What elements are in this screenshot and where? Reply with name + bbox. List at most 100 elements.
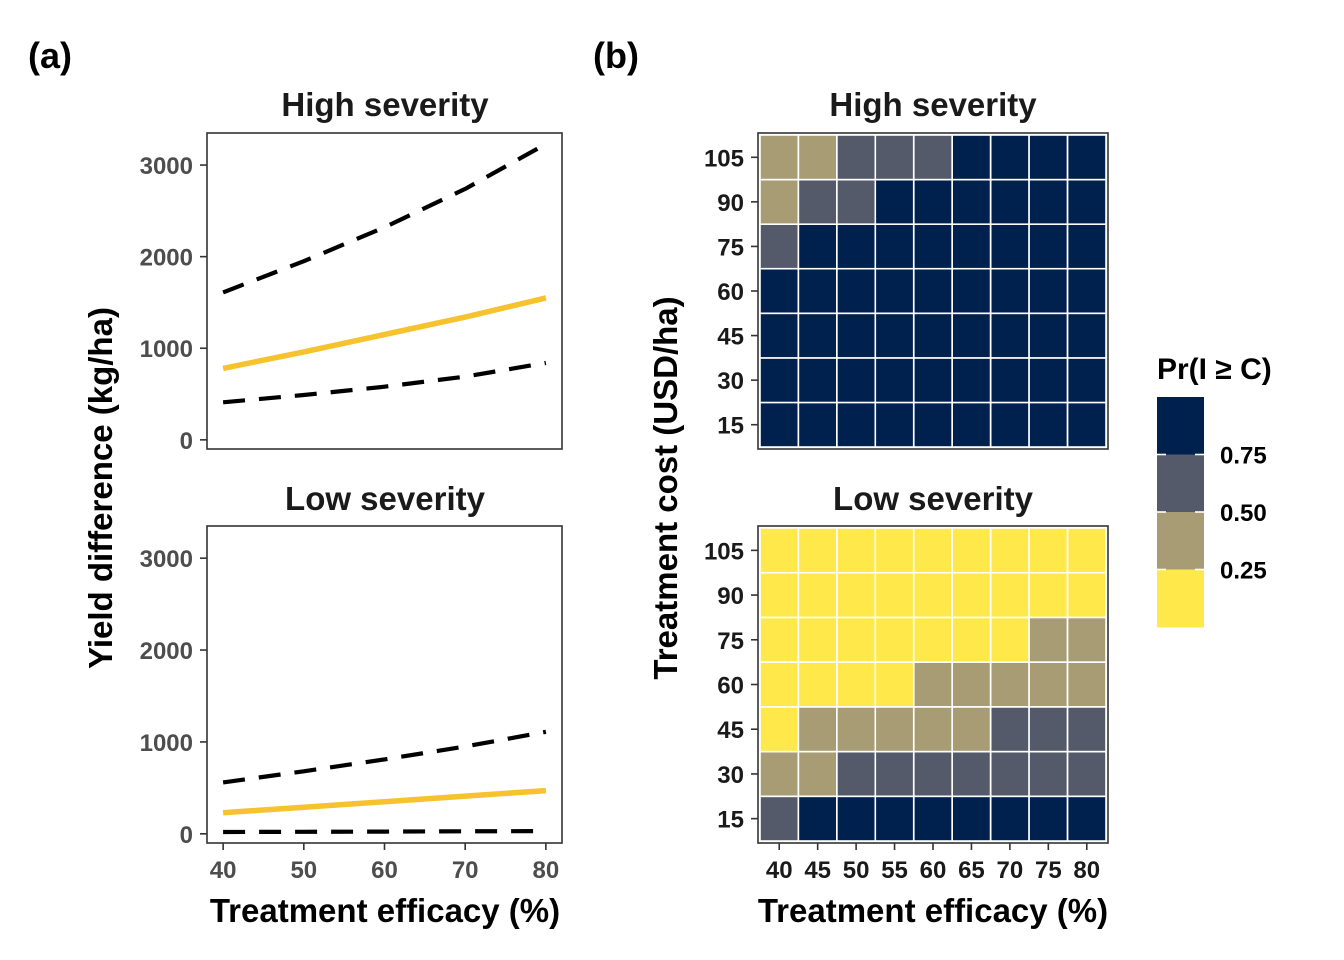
heatmap-tile xyxy=(1066,527,1107,574)
x-tick-label: 50 xyxy=(843,857,870,884)
y-tick-label: 3000 xyxy=(140,153,193,180)
x-tick-label: 75 xyxy=(1035,857,1062,884)
heatmap-tile xyxy=(1028,178,1069,226)
heatmap-tile xyxy=(836,312,877,359)
heatmap-tile xyxy=(1028,357,1069,404)
y-tick-label: 90 xyxy=(717,583,744,610)
heatmap-tile xyxy=(797,527,838,574)
y-tick-label: 2000 xyxy=(140,638,193,665)
heatmap-tile xyxy=(759,661,800,708)
heatmap-tile xyxy=(989,571,1030,619)
y-tick-label: 15 xyxy=(717,413,744,440)
y-tick-label: 60 xyxy=(717,673,744,700)
heatmap-tile xyxy=(1028,616,1069,663)
heatmap-tile xyxy=(759,706,800,753)
heatmap-tile xyxy=(989,178,1030,226)
heatmap-low-severity: Low severity Treatment efficacy (%) 15 30… xyxy=(704,480,1109,929)
heatmap-tile xyxy=(1028,134,1069,181)
heatmap-tile xyxy=(759,267,800,315)
heatmap-tile xyxy=(797,661,838,708)
heatmap-tile xyxy=(759,527,800,574)
chart-title: High severity xyxy=(281,86,489,123)
x-tick-label: 50 xyxy=(290,857,317,884)
legend-color-swatch xyxy=(1157,512,1204,570)
heatmap-tile xyxy=(951,527,992,574)
heatmap-tile xyxy=(874,223,915,270)
heatmap-tile xyxy=(836,178,877,226)
heatmap-tile xyxy=(989,312,1030,359)
y-tick-label: 2000 xyxy=(140,245,193,272)
heatmap-tile xyxy=(1028,527,1069,574)
heatmap-tile xyxy=(797,401,838,448)
heatmap-tile xyxy=(1066,750,1107,798)
heatmap-tile xyxy=(1066,706,1107,753)
heatmap-tile xyxy=(1028,661,1069,708)
heatmap-tile xyxy=(1028,795,1069,842)
heatmap-tile xyxy=(1066,571,1107,619)
heatmap-tile xyxy=(989,357,1030,404)
line-chart-low-severity: Low severity Treatment efficacy (%) 0 100… xyxy=(140,480,563,929)
heatmap-tile xyxy=(874,267,915,315)
heatmap-tile xyxy=(912,134,953,181)
mean-line xyxy=(222,787,547,816)
heatmap-tile xyxy=(836,267,877,315)
heatmap-tile xyxy=(759,401,800,448)
heatmap-tile xyxy=(874,178,915,226)
heatmap-tile xyxy=(951,134,992,181)
x-tick-label: 45 xyxy=(804,857,831,884)
heatmap-tile xyxy=(759,134,800,181)
heatmap-tile xyxy=(836,750,877,798)
heatmap-tile xyxy=(989,223,1030,270)
panel-a-tag: (a) xyxy=(28,35,72,76)
heatmap-tile xyxy=(874,616,915,663)
interval-line xyxy=(222,729,547,785)
heatmap-tile xyxy=(912,616,953,663)
interval-line xyxy=(222,360,547,405)
y-tick-label: 30 xyxy=(717,762,744,789)
heatmap-tile xyxy=(874,312,915,359)
heatmap-tile xyxy=(874,750,915,798)
heatmap-tile xyxy=(836,706,877,753)
heatmap-tile xyxy=(759,571,800,619)
heatmap-tile xyxy=(1066,312,1107,359)
heatmap-tile xyxy=(1028,706,1069,753)
heatmap-tile xyxy=(836,357,877,404)
x-tick-label: 65 xyxy=(958,857,985,884)
heatmap-tile xyxy=(874,357,915,404)
heatmap-tile xyxy=(874,571,915,619)
heatmap-tile xyxy=(951,312,992,359)
heatmap-tile xyxy=(797,267,838,315)
heatmap-tile xyxy=(1028,750,1069,798)
heatmap-tile xyxy=(912,401,953,448)
heatmap-tile xyxy=(836,571,877,619)
heatmap-tile xyxy=(989,401,1030,448)
heatmap-tile xyxy=(836,134,877,181)
legend-title: Pr(I ≥ C) xyxy=(1157,353,1272,386)
heatmap-tile xyxy=(951,706,992,753)
x-tick-label: 70 xyxy=(452,857,479,884)
heatmap-tile xyxy=(912,223,953,270)
heatmap-tile xyxy=(989,750,1030,798)
heatmap-tile xyxy=(989,134,1030,181)
y-tick-label: 45 xyxy=(717,324,744,351)
x-tick-label: 70 xyxy=(997,857,1024,884)
interval-line xyxy=(222,142,547,295)
heatmap-tile xyxy=(797,134,838,181)
x-tick-label: 55 xyxy=(881,857,908,884)
heatmap-tile xyxy=(797,178,838,226)
heatmap-tile xyxy=(759,223,800,270)
heatmap-tile xyxy=(989,661,1030,708)
y-tick-label: 1000 xyxy=(140,730,193,757)
heatmap-tile xyxy=(951,795,992,842)
heatmap-tile xyxy=(874,795,915,842)
heatmap-tile xyxy=(874,527,915,574)
y-axis-title: Treatment cost (USD/ha) xyxy=(647,296,684,679)
heatmap-tile xyxy=(912,571,953,619)
y-tick-label: 1000 xyxy=(140,336,193,363)
heatmap-tile xyxy=(951,661,992,708)
heatmap-tile xyxy=(989,527,1030,574)
heatmap-tile xyxy=(836,223,877,270)
heatmap-tile xyxy=(912,527,953,574)
heatmap-tile xyxy=(836,401,877,448)
